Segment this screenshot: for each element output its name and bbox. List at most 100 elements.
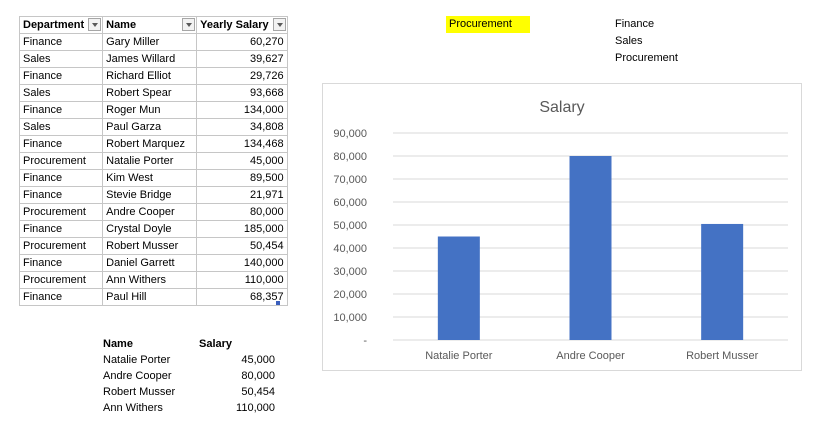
y-tick-label: 20,000 <box>333 289 367 301</box>
department-selector-cell[interactable]: Procurement <box>446 16 530 33</box>
department-cell[interactable]: Finance <box>18 169 104 187</box>
department-cell[interactable]: Procurement <box>18 237 104 255</box>
y-tick-label: 80,000 <box>333 151 367 163</box>
table-header-row: Department Name Yearly Salary <box>18 16 288 34</box>
department-cell[interactable]: Finance <box>18 254 104 272</box>
department-cell[interactable]: Procurement <box>18 271 104 289</box>
summary-salary-cell[interactable]: 110,000 <box>236 402 275 414</box>
header-name: Name <box>102 16 198 34</box>
name-cell[interactable]: Roger Mun <box>102 101 198 119</box>
x-tick-label: Natalie Porter <box>425 350 493 362</box>
chart-title: Salary <box>539 99 584 116</box>
summary-table: Name Salary Natalie Porter 45,000 Andre Co… <box>100 336 278 416</box>
name-cell[interactable]: Ann Withers <box>102 271 198 289</box>
y-tick-label: 40,000 <box>333 243 367 255</box>
salary-cell[interactable]: 134,000 <box>196 101 288 119</box>
salary-cell[interactable]: 80,000 <box>196 203 288 221</box>
salary-cell[interactable]: 134,468 <box>196 135 288 153</box>
summary-header-name: Name <box>103 338 133 350</box>
department-cell[interactable]: Finance <box>18 186 104 204</box>
header-label: Yearly Salary <box>200 19 269 31</box>
y-tick-label: 10,000 <box>333 312 367 324</box>
name-cell[interactable]: Paul Garza <box>102 118 198 136</box>
summary-name-cell[interactable]: Ann Withers <box>103 402 163 414</box>
summary-header-salary: Salary <box>199 338 233 350</box>
department-cell[interactable]: Finance <box>18 101 104 119</box>
chart-canvas: Salary - 10,000 20,000 30,000 40,000 50,000 60,… <box>333 99 788 362</box>
summary-name-cell[interactable]: Robert Musser <box>103 386 176 398</box>
salary-table: Department Name Yearly Salary Finance Gar… <box>18 16 288 306</box>
y-tick-label: 30,000 <box>333 266 367 278</box>
summary-row: Andre Cooper 80,000 <box>100 368 278 384</box>
y-tick-label: 70,000 <box>333 174 367 186</box>
department-cell[interactable]: Sales <box>18 84 104 102</box>
salary-chart[interactable]: Salary - 10,000 20,000 30,000 40,000 50,000 60,… <box>322 83 802 371</box>
filter-dropdown-icon[interactable] <box>272 18 286 31</box>
name-cell[interactable]: Andre Cooper <box>102 203 198 221</box>
salary-cell[interactable]: 29,726 <box>196 67 288 85</box>
summary-name-cell[interactable]: Andre Cooper <box>103 370 172 382</box>
name-cell[interactable]: Robert Marquez <box>102 135 198 153</box>
department-cell[interactable]: Finance <box>18 135 104 153</box>
summary-header-row: Name Salary <box>100 336 278 352</box>
table-row: Finance Crystal Doyle 185,000 <box>18 220 288 238</box>
salary-cell[interactable]: 185,000 <box>196 220 288 238</box>
filter-dropdown-icon[interactable] <box>182 18 196 31</box>
bar <box>569 156 612 340</box>
salary-cell[interactable]: 140,000 <box>196 254 288 272</box>
summary-salary-cell[interactable]: 80,000 <box>241 370 275 382</box>
y-tick-label: 90,000 <box>333 128 367 140</box>
table-row: Finance Paul Hill 68,357 <box>18 288 288 306</box>
bar <box>437 236 480 340</box>
summary-salary-cell[interactable]: 50,454 <box>241 386 275 398</box>
table-row: Finance Richard Elliot 29,726 <box>18 67 288 85</box>
header-label: Name <box>106 19 137 31</box>
header-yearly-salary: Yearly Salary <box>196 16 288 34</box>
filter-dropdown-icon[interactable] <box>88 18 102 31</box>
department-cell[interactable]: Finance <box>18 288 104 306</box>
department-list-item[interactable]: Sales <box>615 35 643 47</box>
table-row: Sales James Willard 39,627 <box>18 50 288 68</box>
table-row: Finance Kim West 89,500 <box>18 169 288 187</box>
bar <box>701 223 744 340</box>
y-tick-label: 50,000 <box>333 220 367 232</box>
salary-cell[interactable]: 110,000 <box>196 271 288 289</box>
department-list-item[interactable]: Finance <box>615 18 655 30</box>
x-tick-label: Andre Cooper <box>556 350 625 362</box>
department-cell[interactable]: Finance <box>18 67 104 85</box>
salary-cell[interactable]: 93,668 <box>196 84 288 102</box>
department-cell[interactable]: Sales <box>18 50 104 68</box>
name-cell[interactable]: Robert Spear <box>102 84 198 102</box>
department-cell[interactable]: Procurement <box>18 203 104 221</box>
name-cell[interactable]: Gary Miller <box>102 33 198 51</box>
name-cell[interactable]: Kim West <box>102 169 198 187</box>
summary-name-cell[interactable]: Natalie Porter <box>103 354 171 366</box>
salary-cell[interactable]: 68,357 <box>196 288 288 306</box>
table-resize-handle[interactable] <box>276 301 280 305</box>
name-cell[interactable]: Crystal Doyle <box>102 220 198 238</box>
salary-cell[interactable]: 34,808 <box>196 118 288 136</box>
name-cell[interactable]: Natalie Porter <box>102 152 198 170</box>
summary-salary-cell[interactable]: 45,000 <box>241 354 275 366</box>
table-row: Procurement Andre Cooper 80,000 <box>18 203 288 221</box>
salary-cell[interactable]: 39,627 <box>196 50 288 68</box>
salary-cell[interactable]: 45,000 <box>196 152 288 170</box>
summary-row: Natalie Porter 45,000 <box>100 352 278 368</box>
department-cell[interactable]: Finance <box>18 33 104 51</box>
name-cell[interactable]: Paul Hill <box>102 288 198 306</box>
department-cell[interactable]: Procurement <box>18 152 104 170</box>
salary-cell[interactable]: 60,270 <box>196 33 288 51</box>
name-cell[interactable]: Richard Elliot <box>102 67 198 85</box>
summary-row: Robert Musser 50,454 <box>100 384 278 400</box>
department-cell[interactable]: Sales <box>18 118 104 136</box>
name-cell[interactable]: James Willard <box>102 50 198 68</box>
salary-cell[interactable]: 50,454 <box>196 237 288 255</box>
salary-cell[interactable]: 21,971 <box>196 186 288 204</box>
table-row: Finance Robert Marquez 134,468 <box>18 135 288 153</box>
name-cell[interactable]: Stevie Bridge <box>102 186 198 204</box>
name-cell[interactable]: Robert Musser <box>102 237 198 255</box>
name-cell[interactable]: Daniel Garrett <box>102 254 198 272</box>
salary-cell[interactable]: 89,500 <box>196 169 288 187</box>
department-list-item[interactable]: Procurement <box>615 52 678 64</box>
department-cell[interactable]: Finance <box>18 220 104 238</box>
